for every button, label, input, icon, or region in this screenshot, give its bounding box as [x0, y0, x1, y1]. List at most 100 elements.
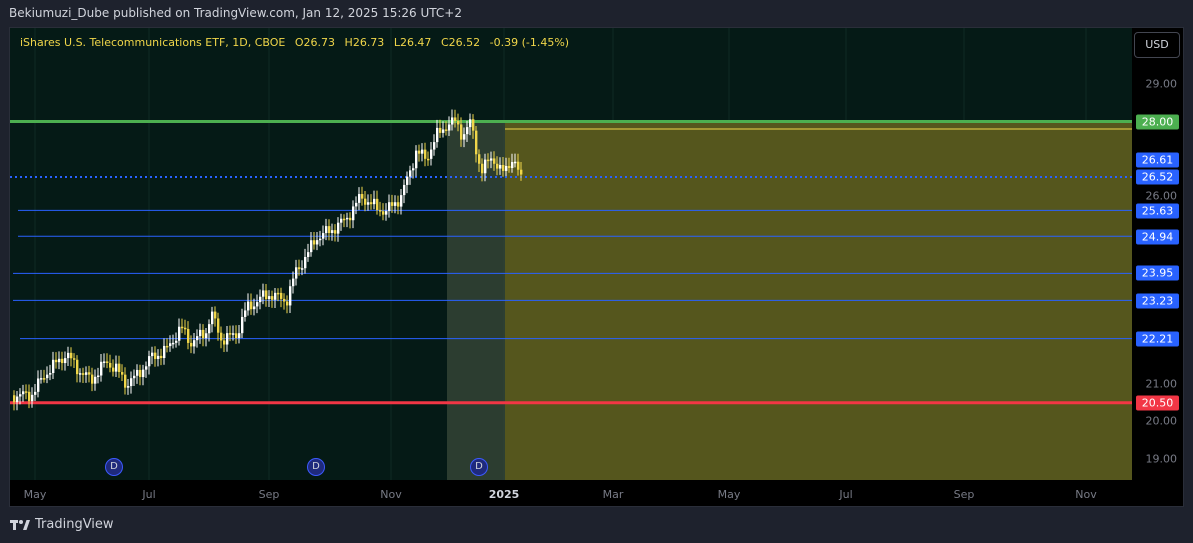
candle-body [400, 195, 403, 207]
tradingview-branding[interactable]: TradingView [10, 517, 114, 532]
candle-body [346, 217, 349, 220]
candle-body [28, 391, 31, 402]
candle-body [310, 240, 313, 253]
candle-body [445, 129, 448, 131]
time-tick: Jul [142, 488, 156, 501]
candle-body [25, 391, 28, 393]
candle-body [436, 127, 439, 143]
dividend-marker[interactable]: D [470, 458, 488, 476]
candle-body [271, 296, 274, 300]
price-tick: 21.00 [1145, 377, 1178, 391]
candle-body [220, 332, 223, 341]
candle-body [253, 306, 256, 310]
price-tick: 19.00 [1145, 452, 1178, 466]
candle-body [481, 163, 484, 174]
candle-body [457, 121, 460, 125]
candle-body [475, 130, 478, 155]
candle-body [262, 290, 265, 297]
candle-body [247, 301, 250, 311]
price-axis[interactable]: 29.00 26.00 21.00 20.00 19.00 28.00 26.6… [1132, 28, 1183, 480]
candle-body [505, 165, 508, 171]
price-label-current: 26.52 [1136, 169, 1179, 185]
currency-button[interactable]: USD [1134, 32, 1180, 58]
candle-body [211, 311, 214, 325]
candle-body [280, 292, 283, 299]
candle-body [496, 163, 499, 169]
candle-body [352, 206, 355, 221]
candle-body [292, 278, 295, 287]
candle-body [340, 218, 343, 223]
price-label-resistance: 28.00 [1136, 114, 1179, 130]
candle-body [94, 376, 97, 384]
candle-body [169, 343, 172, 347]
candle-body [409, 170, 412, 177]
time-tick: Jul [839, 488, 853, 501]
candle-body [295, 267, 298, 279]
candle-body [343, 218, 346, 221]
time-axis[interactable]: May Jul Sep Nov 2025 Mar May Jul Sep Nov [10, 480, 1132, 506]
candle-body [448, 124, 451, 131]
candle-body [472, 119, 475, 131]
candle-body [277, 292, 280, 295]
candle-body [382, 211, 385, 215]
candle-body [142, 369, 145, 378]
candle-body [328, 226, 331, 234]
candle-body [355, 202, 358, 207]
candle-body [439, 127, 442, 133]
candle-body [463, 134, 466, 140]
candle-body [190, 342, 193, 347]
candle-body [484, 159, 487, 174]
candle-body [289, 286, 292, 306]
candle-body [103, 361, 106, 363]
candle-body [502, 165, 505, 171]
candle-body [379, 210, 382, 212]
candle-body [37, 378, 40, 392]
candle-body [163, 345, 166, 359]
candle-body [193, 340, 196, 347]
price-label-support: 20.50 [1136, 395, 1179, 411]
legend-close: C26.52 [440, 36, 481, 49]
candle-body [124, 374, 127, 388]
candle-body [337, 222, 340, 234]
chart-plot-area[interactable]: iShares U.S. Telecommunications ETF, 1D,… [10, 28, 1132, 480]
candle-body [16, 396, 19, 403]
legend-low: L26.47 [393, 36, 432, 49]
candle-body [298, 267, 301, 270]
candle-body [46, 374, 49, 379]
candle-body [133, 375, 136, 379]
chart-frame[interactable]: iShares U.S. Telecommunications ETF, 1D,… [9, 27, 1184, 507]
candle-body [391, 202, 394, 206]
time-tick: Sep [258, 488, 280, 501]
candle-body [58, 358, 61, 363]
candle-body [427, 158, 430, 161]
price-tick: 26.00 [1145, 189, 1178, 203]
candle-body [100, 361, 103, 376]
candle-body [493, 158, 496, 164]
price-label-level: 23.23 [1136, 293, 1179, 309]
candle-body [64, 358, 67, 364]
candle-body [451, 117, 454, 125]
candle-body [43, 378, 46, 380]
candle-body [121, 372, 124, 375]
dividend-marker[interactable]: D [105, 458, 123, 476]
candle-body [232, 333, 235, 335]
candle-body [112, 367, 115, 372]
candle-body [370, 202, 373, 205]
dividend-marker[interactable]: D [307, 458, 325, 476]
candle-body [367, 202, 370, 205]
candle-body [403, 184, 406, 196]
candle-body [388, 202, 391, 212]
candle-body [166, 345, 169, 348]
candle-body [187, 328, 190, 343]
candle-body [208, 324, 211, 334]
candle-body [154, 352, 157, 359]
candle-body [73, 358, 76, 360]
candle-body [91, 374, 94, 384]
candle-body [115, 363, 118, 372]
candle-body [490, 158, 493, 161]
candle-body [22, 391, 25, 395]
time-tick: May [23, 488, 47, 501]
candle-body [469, 119, 472, 128]
candle-body [361, 194, 364, 199]
candle-body [517, 161, 520, 170]
